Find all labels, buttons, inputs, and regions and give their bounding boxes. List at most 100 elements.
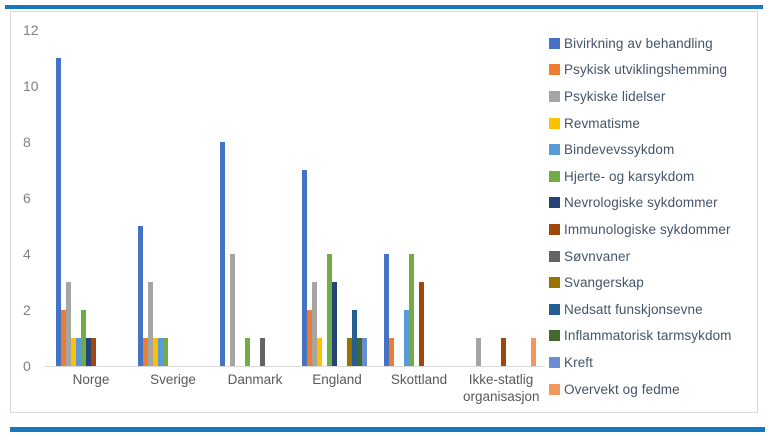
bar [86, 338, 91, 366]
bar [312, 282, 317, 366]
legend-item: Psykiske lidelser [549, 83, 754, 110]
bar [357, 338, 362, 366]
legend-label: Bivirkning av behandling [564, 35, 713, 51]
legend-item: Overvekt og fedme [549, 376, 754, 403]
bar [332, 282, 337, 366]
legend-item: Søvnvaner [549, 243, 754, 270]
y-tick-label: 0 [23, 358, 31, 374]
legend-item: Kreft [549, 349, 754, 376]
legend-item: Hjerte- og karsykdom [549, 163, 754, 190]
bar-group [381, 30, 457, 366]
bar [56, 58, 61, 366]
bar [153, 338, 158, 366]
bar [327, 254, 332, 366]
x-axis-category-label: Sverige [150, 372, 196, 387]
bar-group [135, 30, 211, 366]
x-axis-category-label: Ikke-statlig organisasjon [463, 372, 540, 404]
bar [230, 254, 235, 366]
legend-color-swatch-icon [549, 277, 560, 289]
plot-area [53, 30, 539, 366]
legend-color-swatch-icon [549, 170, 560, 182]
legend-color-swatch-icon [549, 197, 560, 209]
legend-label: Bindevevssykdom [564, 142, 675, 158]
legend-label: Inflammatorisk tarmsykdom [564, 328, 732, 344]
legend-label: Svangerskap [564, 275, 644, 291]
legend-item: Svangerskap [549, 269, 754, 296]
bar [307, 310, 312, 366]
legend-item: Nevrologiske sykdommer [549, 190, 754, 217]
y-tick-label: 12 [23, 22, 39, 38]
bar [81, 310, 86, 366]
bar [158, 338, 163, 366]
legend: Bivirkning av behandling Psykisk utviklin… [549, 30, 754, 402]
legend-label: Nedsatt funskjonsevne [564, 301, 703, 317]
legend-color-swatch-icon [549, 383, 560, 395]
bar [347, 338, 352, 366]
bar [148, 282, 153, 366]
bar [143, 338, 148, 366]
bar [317, 338, 322, 366]
x-axis-labels: Norge Sverige Danmark England Skottland Ikke-… [53, 372, 540, 406]
legend-color-swatch-icon [549, 90, 560, 102]
top-divider-rule [5, 5, 763, 9]
legend-label: Immunologiske sykdommer [564, 221, 731, 237]
y-tick-label: 2 [23, 302, 31, 318]
bar-group [463, 30, 539, 366]
legend-item: Psykisk utviklingshemming [549, 57, 754, 84]
legend-label: Psykisk utviklingshemming [564, 62, 728, 78]
legend-color-swatch-icon [549, 223, 560, 235]
y-tick-label: 6 [23, 190, 31, 206]
y-tick-label: 4 [23, 246, 31, 262]
bar [245, 338, 250, 366]
legend-color-swatch-icon [549, 144, 560, 156]
bar [409, 254, 414, 366]
bar [384, 254, 389, 366]
legend-item: Nedsatt funskjonsevne [549, 296, 754, 323]
x-axis-category-label: England [312, 372, 362, 387]
legend-color-swatch-icon [549, 303, 560, 315]
bar-group [299, 30, 375, 366]
bar [352, 310, 357, 366]
legend-label: Hjerte- og karsykdom [564, 168, 695, 184]
legend-color-swatch-icon [549, 330, 560, 342]
legend-label: Overvekt og fedme [564, 381, 680, 397]
bar [501, 338, 506, 366]
bar [76, 338, 81, 366]
legend-color-swatch-icon [549, 250, 560, 262]
legend-item: Revmatisme [549, 110, 754, 137]
bar [61, 310, 66, 366]
x-axis-category-label: Danmark [227, 372, 283, 387]
bar [404, 310, 409, 366]
legend-label: Nevrologiske sykdommer [564, 195, 718, 211]
bar [138, 226, 143, 366]
bar [531, 338, 536, 366]
bar [389, 338, 394, 366]
bar [302, 170, 307, 366]
legend-item: Bivirkning av behandling [549, 30, 754, 57]
x-axis-line [45, 366, 545, 367]
legend-label: Søvnvaner [564, 248, 631, 264]
legend-item: Inflammatorisk tarmsykdom [549, 323, 754, 350]
bar-group [53, 30, 129, 366]
bar [163, 338, 168, 366]
bar [91, 338, 96, 366]
legend-label: Psykiske lidelser [564, 88, 666, 104]
legend-item: Immunologiske sykdommer [549, 216, 754, 243]
bar [260, 338, 265, 366]
x-axis-category-label: Norge [72, 372, 110, 387]
x-axis-category-label: Skottland [390, 372, 448, 387]
y-tick-label: 8 [23, 134, 31, 150]
bar [419, 282, 424, 366]
y-tick-label: 10 [23, 78, 39, 94]
legend-color-swatch-icon [549, 64, 560, 76]
legend-color-swatch-icon [549, 356, 560, 368]
legend-label: Revmatisme [564, 115, 641, 131]
bar-group [217, 30, 293, 366]
legend-color-swatch-icon [549, 117, 560, 129]
legend-color-swatch-icon [549, 37, 560, 49]
bar [476, 338, 481, 366]
legend-item: Bindevevssykdom [549, 136, 754, 163]
bottom-divider-rule [10, 427, 765, 432]
bar [71, 338, 76, 366]
